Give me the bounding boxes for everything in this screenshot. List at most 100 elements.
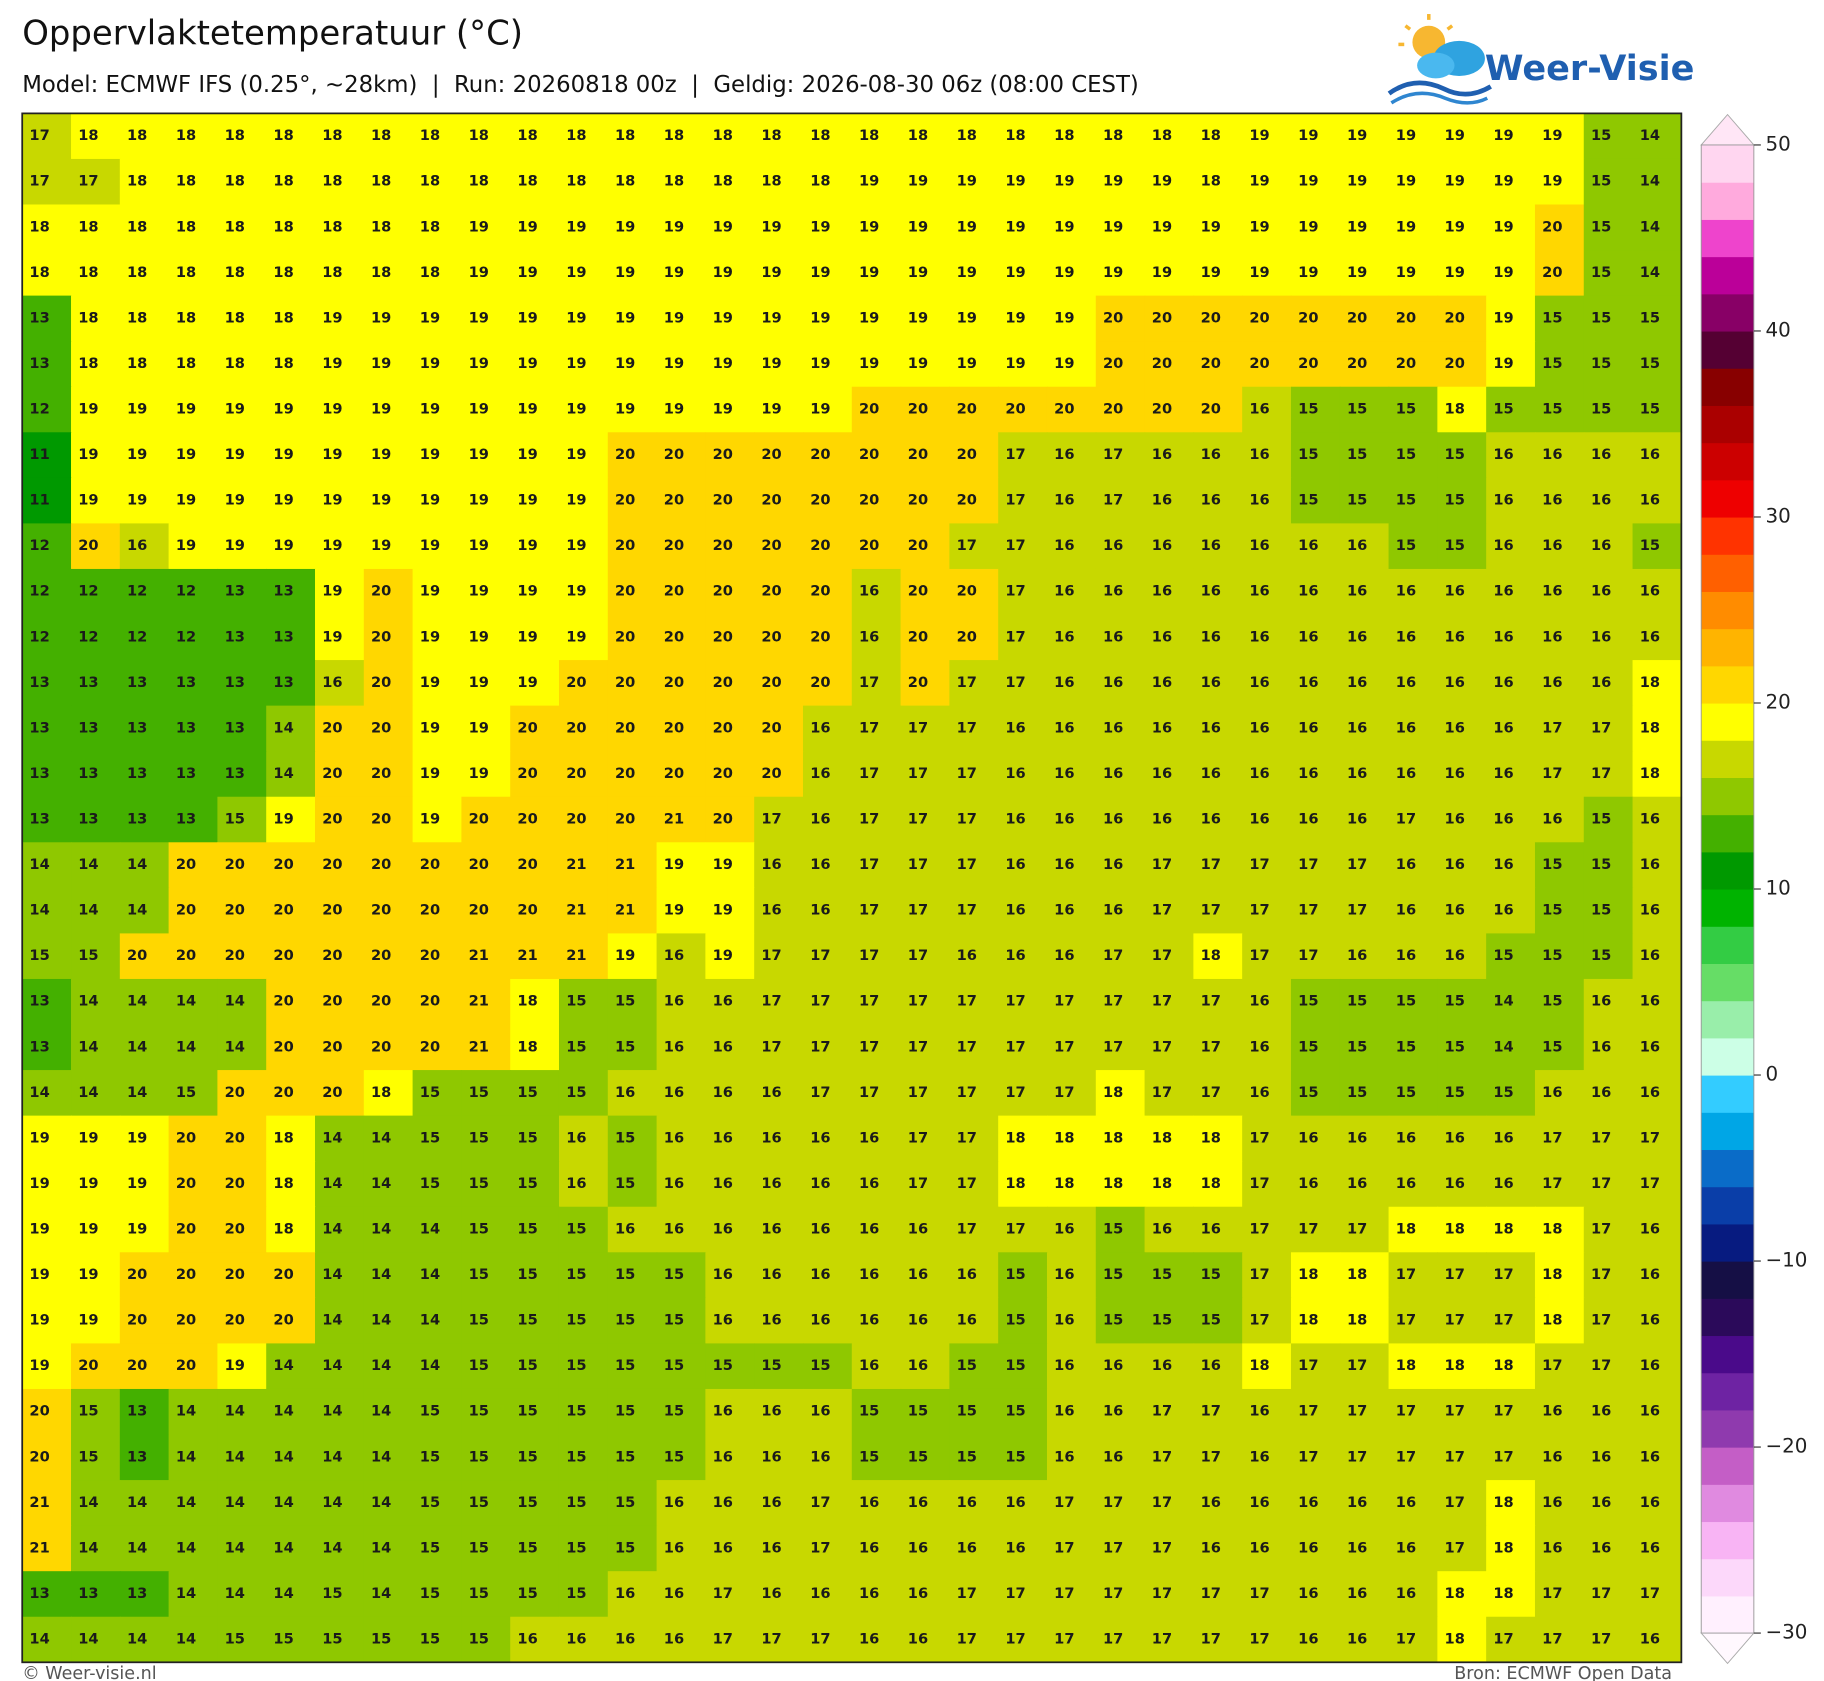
temperature-cell	[754, 660, 804, 707]
temperature-cell	[558, 477, 609, 525]
temperature-label: 15	[1591, 811, 1611, 828]
temperature-cell	[558, 295, 609, 342]
temperature-cell	[412, 842, 463, 889]
temperature-label: 15	[1640, 309, 1660, 326]
temperature-cell	[315, 796, 365, 843]
temperature-cell	[412, 250, 463, 297]
temperature-cell	[949, 796, 999, 843]
temperature-label: 20	[127, 947, 147, 964]
temperature-label: 14	[1493, 1038, 1513, 1055]
temperature-label: 13	[127, 719, 147, 736]
temperature-label: 20	[176, 1175, 196, 1192]
temperature-label: 16	[1591, 583, 1611, 600]
temperature-label: 15	[1542, 355, 1562, 372]
temperature-label: 19	[469, 264, 489, 281]
temperature-label: 15	[469, 1175, 489, 1192]
temperature-cell	[998, 705, 1048, 752]
temperature-label: 20	[1542, 264, 1562, 281]
temperature-label: 13	[273, 674, 293, 691]
temperature-cell	[71, 705, 121, 752]
temperature-label: 20	[517, 765, 537, 782]
temperature-label: 18	[1542, 1312, 1562, 1329]
temperature-cell	[1144, 477, 1195, 525]
temperature-cell	[266, 477, 316, 525]
temperature-label: 19	[1054, 355, 1074, 372]
temperature-cell	[1583, 660, 1634, 707]
temperature-label: 17	[1005, 1038, 1025, 1055]
temperature-label: 16	[1347, 1494, 1367, 1511]
temperature-label: 15	[225, 811, 245, 828]
temperature-label: 16	[1591, 993, 1611, 1010]
temperature-cell	[1046, 1070, 1097, 1117]
temperature-label: 19	[566, 264, 586, 281]
temperature-label: 16	[1005, 811, 1025, 828]
temperature-label: 19	[1396, 173, 1416, 190]
temperature-label: 16	[664, 1084, 684, 1101]
temperature-cell	[1339, 523, 1390, 570]
temperature-label: 16	[1054, 537, 1074, 554]
temperature-label: 17	[1005, 1585, 1025, 1602]
temperature-cell	[900, 341, 951, 388]
temperature-label: 20	[1445, 309, 1465, 326]
temperature-cell	[315, 933, 365, 980]
temperature-label: 19	[1152, 173, 1172, 190]
temperature-label: 13	[176, 765, 196, 782]
temperature-label: 13	[29, 765, 49, 782]
colorbar-band	[1701, 1037, 1754, 1076]
temperature-cell	[22, 978, 72, 1026]
temperature-label: 20	[957, 446, 977, 463]
temperature-cell	[705, 341, 755, 388]
temperature-label: 17	[1201, 1403, 1221, 1420]
temperature-label: 16	[664, 1585, 684, 1602]
temperature-label: 15	[1298, 492, 1318, 509]
temperature-label: 16	[1396, 583, 1416, 600]
temperature-label: 18	[371, 127, 391, 144]
temperature-label: 15	[1640, 401, 1660, 418]
temperature-label: 19	[566, 492, 586, 509]
temperature-cell	[1046, 614, 1097, 661]
temperature-cell	[1095, 887, 1146, 935]
temperature-label: 20	[713, 583, 733, 600]
temperature-cell	[119, 204, 170, 251]
temperature-cell	[1583, 933, 1634, 980]
temperature-cell	[705, 432, 755, 479]
temperature-label: 18	[176, 264, 196, 281]
temperature-cell	[705, 705, 755, 752]
temperature-label: 20	[566, 811, 586, 828]
temperature-label: 16	[566, 1129, 586, 1146]
temperature-label: 17	[1591, 1585, 1611, 1602]
footer-right: Bron: ECMWF Open Data	[1454, 1664, 1672, 1681]
temperature-cell	[754, 523, 804, 570]
temperature-cell	[168, 432, 219, 479]
temperature-label: 15	[1298, 401, 1318, 418]
temperature-cell	[1193, 842, 1243, 889]
temperature-label: 16	[1640, 856, 1660, 873]
temperature-cell	[1583, 978, 1634, 1026]
temperature-cell	[851, 705, 902, 752]
temperature-label: 17	[957, 1585, 977, 1602]
temperature-label: 14	[176, 993, 196, 1010]
temperature-label: 20	[469, 811, 489, 828]
temperature-cell	[754, 705, 804, 752]
temperature-label: 19	[78, 1175, 98, 1192]
temperature-cell	[1632, 158, 1683, 206]
temperature-label: 20	[371, 1038, 391, 1055]
temperature-cell	[900, 842, 951, 889]
temperature-cell	[656, 341, 707, 388]
temperature-label: 15	[1152, 1266, 1172, 1283]
temperature-label: 20	[615, 628, 635, 645]
temperature-label: 18	[78, 127, 98, 144]
temperature-cell	[754, 1024, 804, 1071]
temperature-label: 19	[859, 355, 879, 372]
temperature-label: 16	[664, 1494, 684, 1511]
temperature-label: 16	[1542, 446, 1562, 463]
temperature-label: 18	[273, 1129, 293, 1146]
temperature-cell	[1486, 568, 1536, 616]
temperature-cell	[949, 842, 999, 889]
temperature-label: 19	[1298, 264, 1318, 281]
temperature-label: 15	[566, 1585, 586, 1602]
temperature-cell	[705, 477, 755, 525]
temperature-cell	[1632, 887, 1683, 935]
temperature-label: 18	[1005, 127, 1025, 144]
temperature-label: 16	[1445, 719, 1465, 736]
